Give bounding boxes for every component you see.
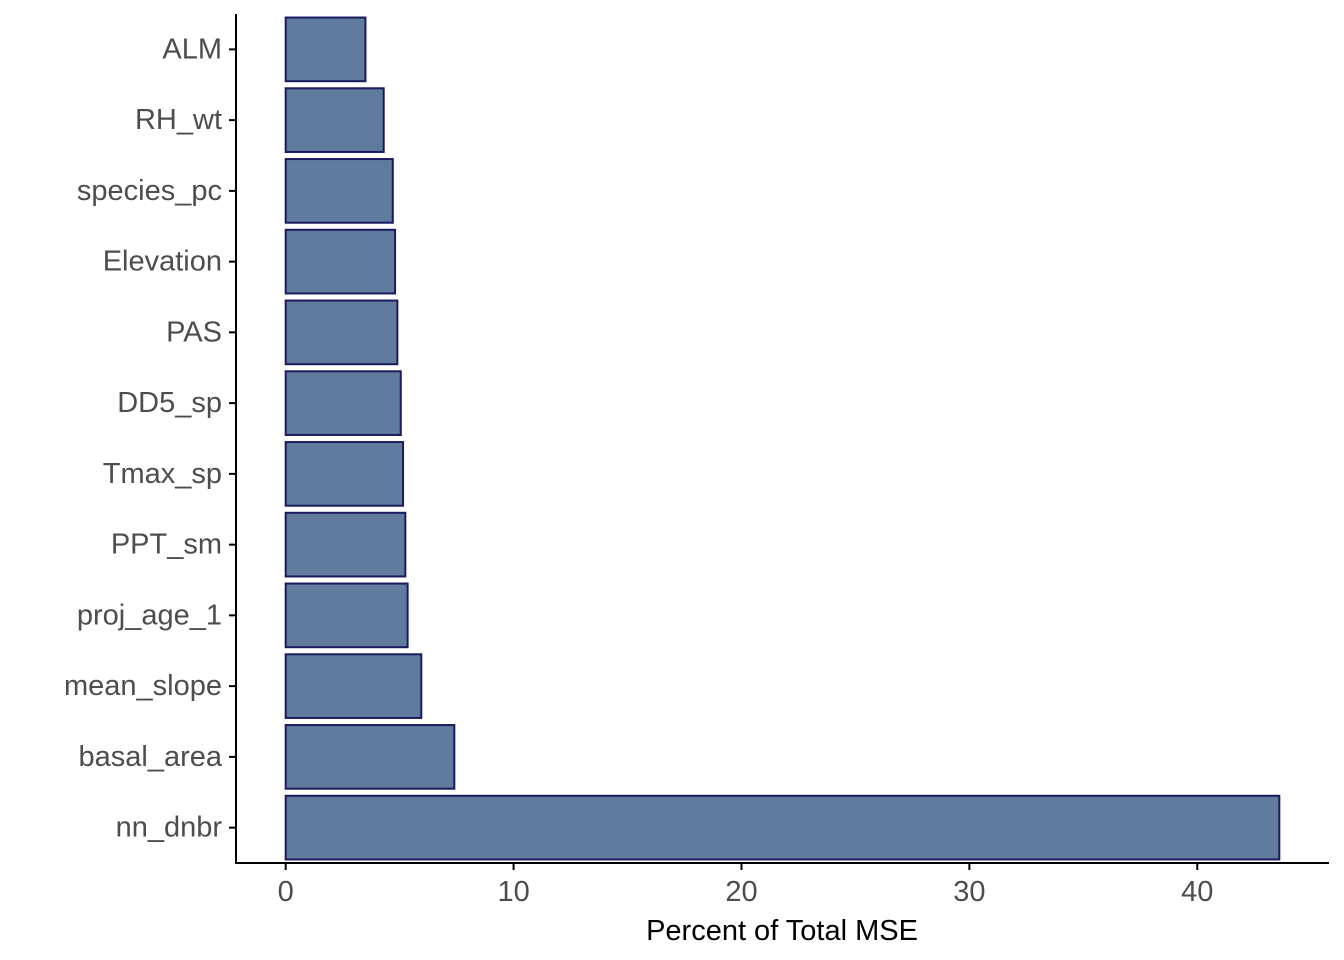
bar-PAS (284, 299, 399, 366)
bar-mean_slope (284, 653, 423, 719)
y-tick-label: nn_dnbr (116, 812, 223, 844)
bar-basal_area (284, 724, 456, 790)
bar-nn_dnbr (284, 794, 1281, 861)
y-tick-label: Tmax_sp (103, 458, 222, 490)
bar-Tmax_sp (284, 441, 405, 507)
y-tick-label: PAS (166, 316, 222, 348)
x-axis-title: Percent of Total MSE (646, 915, 918, 947)
bar-ALM (284, 16, 367, 83)
y-tick-label: species_pc (77, 175, 222, 207)
bar-PPT_sm (284, 511, 407, 578)
x-tick-label: 40 (1181, 876, 1213, 908)
x-ticks-group: 0 10 20 30 40 (278, 863, 1213, 908)
x-tick-label: 10 (497, 876, 529, 908)
x-tick-label: 30 (953, 876, 985, 908)
bar-species_pc (284, 158, 394, 224)
bar-DD5_sp (284, 370, 402, 436)
y-tick-label: PPT_sm (111, 529, 222, 561)
bars-group (284, 16, 1281, 861)
y-tick-label: Elevation (103, 246, 222, 278)
y-ticks-group: ALM RH_wt species_pc Elevation PAS DD5_sp Tmax… (64, 33, 236, 844)
bar-RH_wt (284, 87, 385, 153)
bar-Elevation (284, 228, 397, 295)
y-tick-label: RH_wt (135, 104, 222, 136)
y-tick-label: mean_slope (64, 670, 222, 702)
y-tick-label: basal_area (79, 741, 223, 773)
y-tick-label: DD5_sp (117, 387, 222, 419)
bar-proj_age_1 (284, 582, 409, 649)
y-tick-label: proj_age_1 (77, 599, 222, 631)
y-tick-label: ALM (162, 33, 222, 65)
x-tick-label: 0 (278, 876, 294, 908)
x-tick-label: 20 (725, 876, 757, 908)
